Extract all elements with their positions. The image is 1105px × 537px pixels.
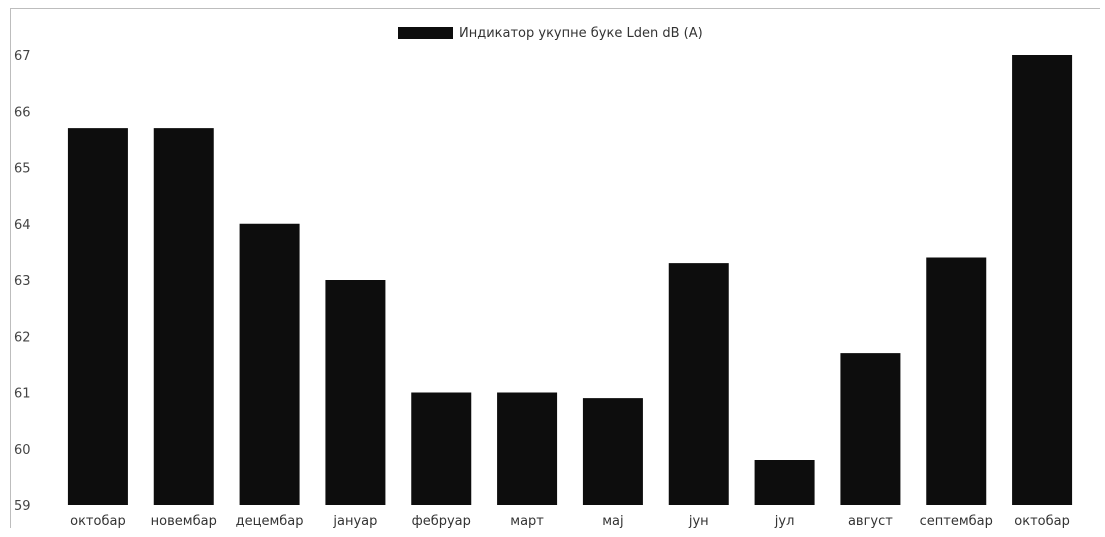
bar-6 xyxy=(497,392,558,505)
bar-11 xyxy=(926,257,987,505)
bar-9 xyxy=(754,460,815,505)
x-tick-label: октобар xyxy=(70,514,126,529)
x-tick-label: август xyxy=(848,514,893,529)
y-tick-label: 59 xyxy=(14,499,31,514)
y-axis: 59 60 61 62 63 64 65 66 67 xyxy=(14,49,31,514)
bar-2 xyxy=(153,128,214,505)
y-tick-label: 65 xyxy=(14,162,31,177)
bar-3 xyxy=(239,223,300,505)
legend: Индикатор укупне буке Lden dB (A) xyxy=(398,26,703,41)
bar-7 xyxy=(582,398,643,505)
x-tick-label: новембар xyxy=(151,514,217,529)
x-tick-label: фебруар xyxy=(412,514,471,529)
x-tick-label: мај xyxy=(602,514,623,529)
x-tick-label: јануар xyxy=(332,514,377,529)
bar-1 xyxy=(67,128,128,505)
y-tick-label: 67 xyxy=(14,49,31,64)
bar-8 xyxy=(668,263,729,505)
bar-10 xyxy=(840,353,901,505)
x-tick-label: октобар xyxy=(1014,514,1070,529)
x-tick-label: јун xyxy=(688,514,709,529)
y-tick-label: 64 xyxy=(14,218,31,233)
chart-frame xyxy=(10,8,1100,528)
y-tick-label: 66 xyxy=(14,105,31,120)
bars-group xyxy=(67,55,1073,505)
x-tick-label: децембар xyxy=(236,514,304,529)
x-tick-label: септембар xyxy=(920,514,993,529)
x-tick-label: јул xyxy=(774,514,795,529)
legend-swatch xyxy=(398,27,453,39)
y-tick-label: 61 xyxy=(14,387,31,402)
x-axis: октобар новембар децембар јануар фебруар март… xyxy=(70,514,1070,529)
y-tick-label: 60 xyxy=(14,443,31,458)
legend-label: Индикатор укупне буке Lden dB (A) xyxy=(459,26,703,41)
bar-4 xyxy=(325,280,386,505)
y-tick-label: 62 xyxy=(14,330,31,345)
x-tick-label: март xyxy=(510,514,544,529)
bar-5 xyxy=(411,392,472,505)
y-tick-label: 63 xyxy=(14,274,31,289)
bar-12 xyxy=(1012,55,1073,505)
